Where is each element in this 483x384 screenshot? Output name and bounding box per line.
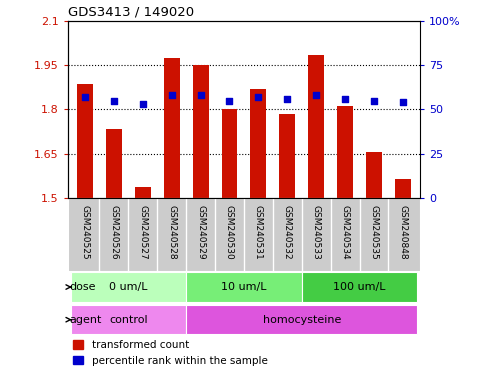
Bar — [186, 272, 302, 302]
Text: GSM240527: GSM240527 — [138, 205, 147, 260]
Text: GSM240529: GSM240529 — [196, 205, 205, 260]
Bar — [250, 89, 266, 198]
Point — [313, 92, 320, 98]
Text: dose: dose — [69, 282, 96, 292]
Point — [255, 94, 262, 100]
Text: 10 um/L: 10 um/L — [221, 282, 267, 292]
Point — [370, 98, 378, 104]
Bar — [395, 179, 411, 198]
Text: agent: agent — [69, 314, 101, 325]
Bar — [193, 65, 209, 198]
Point — [399, 99, 407, 106]
Legend: transformed count, percentile rank within the sample: transformed count, percentile rank withi… — [73, 340, 268, 366]
Bar — [135, 187, 151, 198]
Point — [81, 94, 89, 100]
Text: GSM240532: GSM240532 — [283, 205, 292, 260]
Text: GSM240535: GSM240535 — [369, 205, 379, 260]
Point — [110, 98, 118, 104]
Text: control: control — [109, 314, 148, 325]
Bar — [366, 152, 382, 198]
Text: GSM240526: GSM240526 — [109, 205, 118, 260]
Bar — [164, 58, 180, 198]
Bar — [77, 84, 93, 198]
Text: GDS3413 / 149020: GDS3413 / 149020 — [68, 5, 194, 18]
Point — [226, 98, 233, 104]
Text: 100 um/L: 100 um/L — [333, 282, 386, 292]
Bar — [71, 305, 186, 334]
Text: GSM240528: GSM240528 — [167, 205, 176, 260]
Point — [341, 96, 349, 102]
Bar — [302, 272, 417, 302]
Text: GSM240848: GSM240848 — [398, 205, 407, 260]
Text: GSM240533: GSM240533 — [312, 205, 321, 260]
Bar — [279, 114, 295, 198]
Point — [197, 92, 204, 98]
Text: GSM240534: GSM240534 — [341, 205, 350, 260]
Point — [139, 101, 147, 107]
Text: GSM240531: GSM240531 — [254, 205, 263, 260]
Point — [284, 96, 291, 102]
Point — [168, 92, 175, 98]
Bar — [222, 109, 238, 198]
Text: GSM240525: GSM240525 — [81, 205, 89, 260]
Text: 0 um/L: 0 um/L — [109, 282, 148, 292]
Bar — [106, 129, 122, 198]
Bar — [308, 55, 324, 198]
Text: homocysteine: homocysteine — [263, 314, 341, 325]
Text: GSM240530: GSM240530 — [225, 205, 234, 260]
Bar — [337, 106, 353, 198]
Bar — [186, 305, 417, 334]
Bar — [71, 272, 186, 302]
